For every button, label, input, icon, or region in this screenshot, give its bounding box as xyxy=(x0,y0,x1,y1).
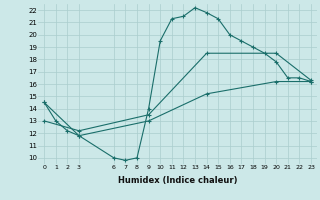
X-axis label: Humidex (Indice chaleur): Humidex (Indice chaleur) xyxy=(118,176,237,185)
